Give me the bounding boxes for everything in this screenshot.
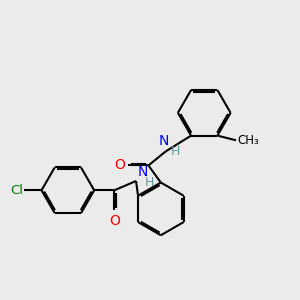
Text: H: H: [145, 176, 154, 189]
Text: Cl: Cl: [10, 184, 23, 197]
Text: N: N: [159, 134, 169, 148]
Text: N: N: [138, 165, 148, 179]
Text: O: O: [114, 158, 125, 172]
Text: O: O: [109, 214, 120, 227]
Text: H: H: [171, 145, 181, 158]
Text: CH₃: CH₃: [238, 134, 259, 147]
